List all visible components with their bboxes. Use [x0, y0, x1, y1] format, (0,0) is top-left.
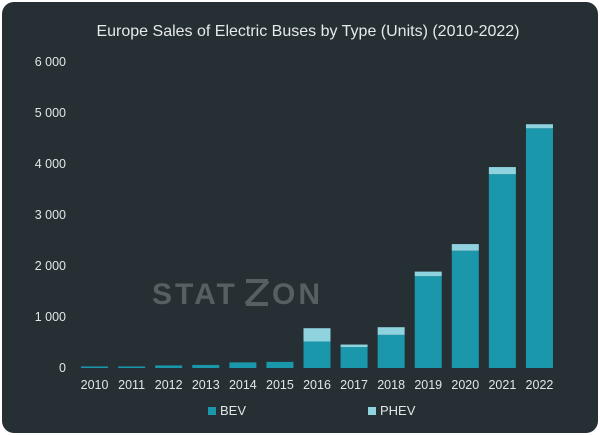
x-tick-label: 2021: [488, 378, 516, 392]
bar-bev-2018: [377, 334, 405, 368]
bar-bev-2013: [192, 364, 220, 368]
x-tick-label: 2011: [118, 378, 145, 392]
y-tick-label: 2 000: [35, 259, 66, 273]
y-tick-label: 0: [59, 361, 66, 375]
x-tick-label: 2015: [266, 378, 294, 392]
x-tick-label: 2010: [81, 378, 109, 392]
y-tick-label: 3 000: [35, 208, 66, 222]
bars: [81, 124, 553, 368]
y-tick-label: 1 000: [35, 310, 66, 324]
x-tick-label: 2016: [303, 378, 331, 392]
x-tick-label: 2014: [229, 378, 257, 392]
x-tick-label: 2020: [451, 378, 479, 392]
legend-label-phev: PHEV: [380, 403, 416, 418]
bar-bev-2017: [340, 347, 368, 368]
x-axis: 2010 2011 2012 2013 2014 2015 2016 2017 2018 2019…: [81, 378, 554, 392]
bar-phev-2018: [377, 327, 405, 335]
watermark-text-right: ON: [272, 278, 323, 311]
legend-swatch-bev: [208, 407, 216, 415]
bar-bev-2014: [229, 362, 257, 368]
chart-title: Europe Sales of Electric Buses by Type (…: [96, 23, 519, 40]
bar-phev-2021: [488, 167, 516, 175]
legend-label-bev: BEV: [220, 403, 246, 418]
bar-phev-2017: [340, 344, 368, 348]
legend-swatch-phev: [368, 407, 376, 415]
watermark-logo-icon: [244, 279, 270, 306]
y-axis: 0 1 000 2 000 3 000 4 000 5 000 6 000: [35, 55, 66, 375]
watermark-text-left: STAT: [152, 278, 238, 311]
bar-bev-2021: [488, 174, 516, 368]
bar-bev-2011: [118, 366, 146, 368]
x-tick-label: 2017: [340, 378, 368, 392]
y-tick-label: 4 000: [35, 157, 66, 171]
x-tick-label: 2012: [155, 378, 183, 392]
legend: BEV PHEV: [208, 403, 416, 418]
bar-bev-2020: [451, 250, 479, 368]
bar-phev-2020: [451, 244, 479, 251]
x-tick-label: 2022: [526, 378, 554, 392]
bar-bev-2012: [155, 365, 183, 368]
watermark: STAT ON: [152, 278, 323, 311]
bar-phev-2022: [525, 124, 553, 129]
bar-bev-2019: [414, 276, 442, 368]
x-tick-label: 2018: [377, 378, 405, 392]
y-tick-label: 5 000: [35, 106, 66, 120]
bar-bev-2015: [266, 361, 294, 368]
bar-phev-2019: [414, 271, 442, 277]
x-tick-label: 2013: [192, 378, 220, 392]
bar-bev-2010: [81, 366, 109, 368]
x-tick-label: 2019: [414, 378, 442, 392]
y-tick-label: 6 000: [35, 55, 66, 69]
bar-phev-2016: [303, 328, 331, 342]
bar-bev-2022: [525, 128, 553, 368]
bar-bev-2016: [303, 341, 331, 368]
